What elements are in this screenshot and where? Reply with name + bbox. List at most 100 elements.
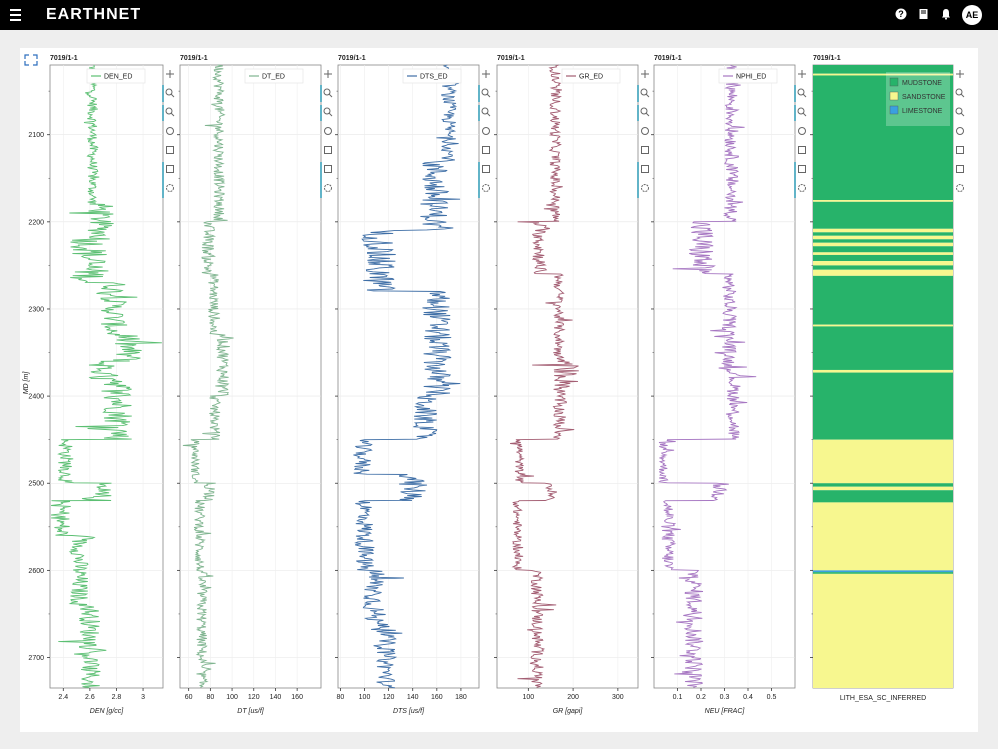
y-axis-label: MD [m]	[23, 371, 30, 395]
x-tick-label: 160	[431, 694, 443, 701]
svg-text:?: ?	[898, 9, 904, 19]
log-track-5: 7019/1-1 0.1 0.2 0.3 0.4 0.5 NEU [FRAC] NPHI_ED	[651, 55, 807, 715]
x-tick-label: 300	[612, 694, 624, 701]
reset-icon[interactable]	[956, 127, 964, 135]
reset-icon[interactable]	[324, 127, 332, 135]
crosshair-icon[interactable]	[166, 184, 174, 192]
box-zoom-icon[interactable]	[481, 88, 491, 98]
x-axis-label: DTS [us/f]	[393, 708, 425, 715]
save-icon[interactable]	[798, 146, 806, 154]
legend-label: DT_ED	[262, 74, 285, 81]
avatar[interactable]: AE	[962, 5, 982, 25]
reset-icon[interactable]	[166, 127, 174, 135]
legend-label: LIMESTONE	[902, 108, 943, 115]
legend-swatch	[889, 77, 899, 87]
lithology-interval	[813, 439, 953, 484]
y-tick-label: 2300	[28, 306, 44, 313]
well-log-charts: 7019/1-1 2100 2200 2300 2400 2500 2600 2700 MD […	[23, 54, 965, 715]
hover-icon[interactable]	[166, 165, 174, 173]
crosshair-icon[interactable]	[641, 184, 649, 192]
chart-toolbar	[637, 70, 650, 198]
bell-icon[interactable]	[940, 8, 952, 20]
x-tick-label: 100	[226, 694, 238, 701]
save-icon[interactable]	[324, 146, 332, 154]
pan-icon[interactable]	[641, 70, 649, 78]
log-track-6: 7019/1-1 LITH_ESA_SC_INFERRED MUDSTONE SAND…	[810, 55, 965, 702]
box-zoom-icon[interactable]	[323, 88, 333, 98]
x-axis-label: LITH_ESA_SC_INFERRED	[840, 695, 926, 702]
lithology-interval	[813, 265, 953, 270]
y-tick-label: 2600	[28, 568, 44, 575]
box-zoom-icon[interactable]	[165, 88, 175, 98]
box-zoom-icon[interactable]	[955, 88, 965, 98]
wheel-zoom-icon[interactable]	[797, 107, 807, 117]
save-icon[interactable]	[166, 146, 174, 154]
x-axis-label: GR [gapi]	[553, 708, 584, 715]
wheel-zoom-icon[interactable]	[323, 107, 333, 117]
lithology-interval	[813, 261, 953, 266]
reset-icon[interactable]	[798, 127, 806, 135]
crosshair-icon[interactable]	[798, 184, 806, 192]
x-tick-label: 2.8	[112, 694, 122, 701]
box-zoom-icon[interactable]	[640, 88, 650, 98]
chart-toolbar	[320, 70, 333, 198]
lithology-interval	[813, 254, 953, 262]
save-icon[interactable]	[641, 146, 649, 154]
lithology-interval	[813, 275, 953, 325]
expand-icon[interactable]	[24, 54, 38, 66]
reset-icon[interactable]	[641, 127, 649, 135]
legend-swatch	[889, 91, 899, 101]
menu-icon[interactable]	[6, 6, 24, 24]
x-tick-label: 160	[291, 694, 303, 701]
x-tick-label: 140	[407, 694, 419, 701]
pan-icon[interactable]	[956, 70, 964, 78]
lithology-interval	[813, 326, 953, 370]
pan-icon[interactable]	[798, 70, 806, 78]
legend-label: SANDSTONE	[902, 94, 946, 101]
save-icon[interactable]	[956, 146, 964, 154]
wheel-zoom-icon[interactable]	[640, 107, 650, 117]
lithology-interval	[813, 269, 953, 276]
wheel-zoom-icon[interactable]	[955, 107, 965, 117]
box-zoom-icon[interactable]	[797, 88, 807, 98]
lithology-interval	[813, 246, 953, 253]
track-title: 7019/1-1	[338, 55, 366, 62]
save-icon[interactable]	[482, 146, 490, 154]
series-line	[510, 64, 579, 688]
x-tick-label: 120	[383, 694, 395, 701]
hover-icon[interactable]	[641, 165, 649, 173]
hover-icon[interactable]	[798, 165, 806, 173]
wheel-zoom-icon[interactable]	[165, 107, 175, 117]
wheel-zoom-icon[interactable]	[481, 107, 491, 117]
crosshair-icon[interactable]	[482, 184, 490, 192]
x-tick-label: 0.2	[696, 694, 706, 701]
pan-icon[interactable]	[482, 70, 490, 78]
help-icon[interactable]: ?	[895, 8, 907, 20]
x-tick-label: 0.4	[743, 694, 753, 701]
x-tick-label: 80	[337, 694, 345, 701]
y-tick-label: 2400	[28, 394, 44, 401]
pan-icon[interactable]	[166, 70, 174, 78]
x-tick-label: 180	[455, 694, 467, 701]
hover-icon[interactable]	[956, 165, 964, 173]
legend: DT_ED	[244, 68, 304, 84]
x-tick-label: 0.5	[767, 694, 777, 701]
legend-box	[86, 68, 146, 84]
book-icon[interactable]	[918, 8, 930, 20]
hover-icon[interactable]	[482, 165, 490, 173]
track-frame	[496, 64, 639, 689]
x-axis-label: DT [us/f]	[237, 708, 265, 715]
pan-icon[interactable]	[324, 70, 332, 78]
reset-icon[interactable]	[482, 127, 490, 135]
chart-toolbar	[162, 70, 175, 198]
x-axis-label: NEU [FRAC]	[705, 708, 746, 715]
legend-box	[718, 68, 778, 84]
lithology-interval	[813, 232, 953, 236]
crosshair-icon[interactable]	[956, 184, 964, 192]
crosshair-icon[interactable]	[324, 184, 332, 192]
track-frame	[49, 64, 164, 689]
legend-box	[402, 68, 462, 84]
series-line	[353, 64, 461, 689]
hover-icon[interactable]	[324, 165, 332, 173]
lithology-interval	[813, 235, 953, 240]
